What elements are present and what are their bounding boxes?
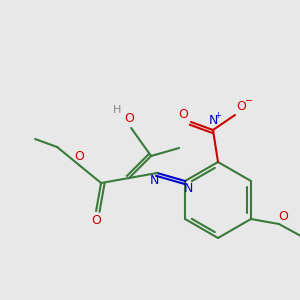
Text: N: N bbox=[183, 182, 193, 194]
Text: +: + bbox=[214, 112, 221, 121]
Text: O: O bbox=[124, 112, 134, 124]
Text: H: H bbox=[113, 105, 121, 115]
Text: O: O bbox=[278, 209, 288, 223]
Text: O: O bbox=[91, 214, 101, 227]
Text: N: N bbox=[208, 113, 218, 127]
Text: O: O bbox=[74, 151, 84, 164]
Text: N: N bbox=[149, 173, 159, 187]
Text: O: O bbox=[178, 107, 188, 121]
Text: −: − bbox=[245, 96, 253, 106]
Text: O: O bbox=[236, 100, 246, 113]
